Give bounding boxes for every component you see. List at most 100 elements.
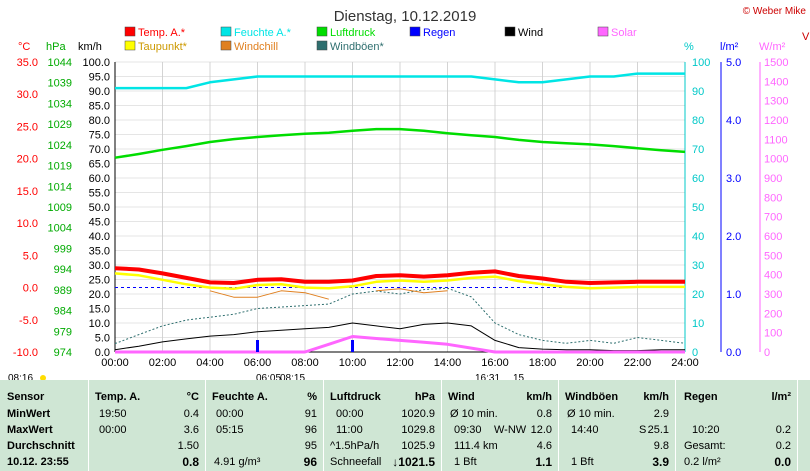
- pct-tick-7: 30: [692, 260, 704, 272]
- hpa-tick-2: 1034: [48, 98, 72, 110]
- wind-bft: 1 Bft: [454, 456, 477, 468]
- hdr-sensor: Sensor: [7, 391, 45, 403]
- boeen-cur-val: 3.9: [652, 455, 669, 469]
- kmh-unit: km/h: [78, 41, 102, 53]
- kmh-tick-13: 35.0: [89, 246, 110, 258]
- legend-swatch-solar: [597, 26, 609, 37]
- weather-chart: Dienstag, 10.12.2019 © Weber Mike Temp. A.…: [8, 6, 810, 384]
- kmh-tick-2: 90.0: [89, 86, 110, 98]
- legend-swatch-temp: [124, 26, 136, 37]
- kmh-tick-10: 50.0: [89, 202, 110, 214]
- x-tick-10: 20:00: [576, 357, 604, 369]
- legend-swatch-luftdruck: [316, 26, 328, 37]
- kmh-tick-16: 20.0: [89, 289, 110, 301]
- pct-tick-6: 40: [692, 231, 704, 243]
- hpa-tick-1: 1039: [48, 78, 72, 90]
- regen-total-val: 0.2: [775, 440, 791, 452]
- series-line-7: [115, 335, 685, 354]
- legend-label-temp: Temp. A.*: [138, 27, 186, 39]
- pct-tick-10: 0: [692, 347, 698, 359]
- row-min-label: MinWert: [7, 408, 51, 420]
- rain-bar-10: [351, 340, 354, 352]
- regen-cur-val: 0.0: [774, 455, 791, 469]
- series-line-0: [114, 266, 685, 285]
- right-edge-unit: V: [802, 31, 810, 43]
- kmh-tick-3: 85.0: [89, 101, 110, 113]
- feuchte-max-val: 96: [304, 424, 317, 436]
- pct-tick-8: 20: [692, 289, 704, 301]
- solar-tick-11: 400: [764, 270, 782, 282]
- legend-swatch-windchill: [220, 40, 232, 51]
- boeen-max-val: 25.1: [647, 424, 669, 436]
- pct-tick-5: 50: [692, 202, 704, 214]
- hpa-tick-11: 989: [54, 285, 72, 297]
- x-tick-12: 24:00: [671, 357, 699, 369]
- feuchte-cur-val: 96: [303, 455, 317, 469]
- regen-max-time: 10:20: [692, 424, 720, 436]
- temp-tick-1: 30.0: [17, 89, 38, 101]
- pct-tick-3: 70: [692, 144, 704, 156]
- series-line-6: [209, 288, 448, 300]
- hdr-regen-unit: l/m²: [771, 391, 791, 403]
- feuchte-avg-val: 95: [304, 440, 317, 452]
- rain-tick-0: 5.0: [726, 57, 741, 69]
- temp-tick-9: -10.0: [13, 347, 38, 359]
- col-temp: Temp. A. °C 19:50 0.4 00:00 3.6 1.50 0.8: [89, 380, 206, 471]
- temp-tick-2: 25.0: [17, 121, 38, 133]
- solar-tick-1: 1400: [764, 76, 788, 88]
- x-tick-2: 04:00: [196, 357, 224, 369]
- solar-tick-9: 600: [764, 231, 782, 243]
- legend-swatch-wind: [504, 26, 516, 37]
- wind-cur-val: 1.1: [535, 455, 552, 469]
- kmh-tick-6: 70.0: [89, 144, 110, 156]
- legend-swatch-regen: [409, 26, 421, 37]
- temp-tick-7: 0.0: [23, 283, 38, 295]
- druck-cur-val: ↓1021.5: [392, 455, 435, 469]
- hpa-tick-13: 979: [54, 326, 72, 338]
- boeen-min-val: 2.9: [653, 408, 669, 420]
- hdr-luftdruck-unit: hPa: [414, 391, 435, 403]
- col-wind: Wind km/h Ø 10 min. 0.8 09:30 W-NW 12.0 …: [442, 380, 559, 471]
- feuchte-min-val: 91: [304, 408, 317, 420]
- series-line-5: [114, 287, 686, 345]
- legend-swatch-windboeen: [316, 40, 328, 51]
- rain-tick-1: 4.0: [726, 115, 741, 127]
- druck-max-val: 1029.8: [401, 424, 435, 436]
- solar-tick-15: 0: [764, 347, 770, 359]
- regen-hour: 0.2 l/m²: [684, 456, 721, 468]
- rain-tick-4: 1.0: [726, 289, 741, 301]
- hpa-tick-8: 1004: [48, 223, 72, 235]
- hpa-tick-4: 1024: [48, 140, 72, 152]
- kmh-tick-19: 5.0: [95, 333, 110, 345]
- temp-tick-5: 10.0: [17, 218, 38, 230]
- temp-tick-4: 15.0: [17, 186, 38, 198]
- hdr-regen: Regen: [684, 391, 718, 403]
- kmh-tick-14: 30.0: [89, 260, 110, 272]
- rain-unit: l/m²: [720, 41, 739, 53]
- marker-t3: 16:31: [475, 373, 500, 380]
- credit: © Weber Mike: [743, 6, 807, 17]
- kmh-tick-20: 0.0: [95, 347, 110, 359]
- regen-total-label: Gesamt:: [684, 440, 726, 452]
- boeen-max-dir: S: [639, 424, 647, 436]
- x-tick-7: 14:00: [434, 357, 462, 369]
- x-tick-11: 22:00: [624, 357, 652, 369]
- temp-min-val: 0.4: [183, 408, 199, 420]
- col-feuchte: Feuchte A. % 00:00 91 05:15 96 95 4.91 g…: [206, 380, 324, 471]
- druck-min-val: 1020.9: [401, 408, 435, 420]
- druck-tendency: ^1.5hPa/h: [330, 440, 380, 452]
- hdr-feuchte-unit: %: [307, 391, 317, 403]
- pct-tick-0: 100: [692, 57, 710, 69]
- marker-t1: 06:05: [256, 373, 281, 380]
- boeen-min-label: Ø 10 min.: [567, 408, 615, 420]
- row-max-label: MaxWert: [7, 424, 53, 436]
- kmh-tick-1: 95.0: [89, 72, 110, 84]
- wind-max-val: 12.0: [530, 424, 552, 436]
- x-tick-6: 12:00: [386, 357, 414, 369]
- solar-tick-6: 900: [764, 173, 782, 185]
- x-tick-9: 18:00: [529, 357, 557, 369]
- hpa-tick-7: 1009: [48, 202, 72, 214]
- hpa-tick-0: 1044: [48, 57, 72, 69]
- kmh-tick-9: 55.0: [89, 188, 110, 200]
- rain-tick-2: 3.0: [726, 173, 741, 185]
